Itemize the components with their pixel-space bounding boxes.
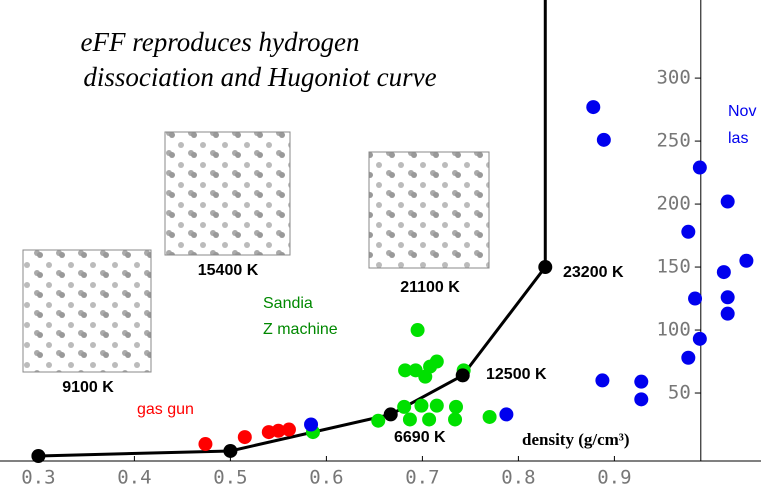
inset-9100 [22,249,152,373]
annotation: Z machine [263,321,338,338]
y-tick-label: 50 [668,382,691,404]
point [237,430,252,445]
annotation: 12500 K [486,366,547,383]
x-tick-label: 0.6 [309,467,343,489]
point [198,437,213,452]
point [31,449,46,464]
point [271,423,286,438]
x-tick-label: 0.7 [405,467,439,489]
inset-15400 [164,131,291,256]
point [720,194,735,209]
point [482,409,497,424]
annotation: 15400 K [198,262,259,279]
point [596,132,611,147]
point [422,412,437,427]
point [448,412,463,427]
point [692,331,707,346]
point [455,368,470,383]
inset-images [22,131,490,373]
y-tick-label: 300 [656,67,690,89]
x-tick-label: 0.5 [213,467,247,489]
point [281,422,296,437]
point [223,443,238,458]
x-axis-label: density (g/cm³) [522,430,630,449]
point [410,323,425,338]
x-tick-label: 0.8 [501,467,535,489]
x-tick-label: 0.3 [21,467,55,489]
y-tick-label: 250 [656,130,690,152]
annotation: 21100 K [400,279,460,296]
point [383,407,398,422]
point [595,373,610,388]
x-tick-label: 0.9 [597,467,631,489]
point [681,224,696,239]
annotation: 6690 K [394,429,446,446]
point [634,374,649,389]
title-line: eFF reproduces hydrogen [81,27,360,57]
point [586,100,601,115]
y-tick-label: 150 [656,256,690,278]
annotation: gas gun [137,401,194,418]
point [739,253,754,268]
hugoniot-line [38,0,547,458]
inset-21100 [368,151,490,269]
point [397,399,412,414]
annotation: 9100 K [62,379,114,396]
point [681,350,696,365]
point [371,413,386,428]
annotation: 23200 K [563,264,624,281]
x-tick-label: 0.4 [117,467,151,489]
annotation: Nov [728,103,756,120]
y-tick-label: 200 [656,193,690,215]
point [720,306,735,321]
point [634,392,649,407]
point [304,417,319,432]
point [716,265,731,280]
point [429,398,444,413]
point [688,291,703,306]
point [429,354,444,369]
point [402,412,417,427]
point [414,398,429,413]
point [499,407,514,422]
point [449,399,463,414]
annotation: las [728,130,748,147]
y-tick-label: 100 [656,319,690,341]
point [398,363,413,378]
annotation: Sandia [263,295,313,312]
point [692,160,707,175]
title-line: dissociation and Hugoniot curve [83,62,436,92]
point [538,260,553,275]
point [720,290,735,305]
